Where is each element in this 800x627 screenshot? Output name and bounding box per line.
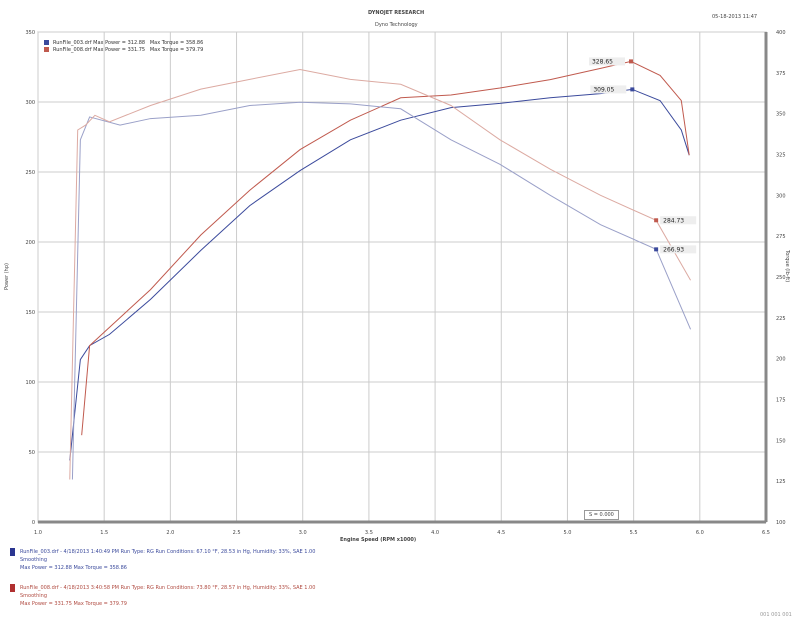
chart-legend: RunFile_003.drf Max Power = 312.88 Max T…	[44, 40, 203, 53]
x-tick-label: 3.5	[365, 530, 373, 536]
corner-date: 05-18-2013 11:47	[712, 14, 758, 20]
torque-series-line	[71, 101, 692, 480]
power-series-line	[69, 88, 690, 461]
x-axis-label: Engine Speed (RPM x1000)	[340, 537, 417, 543]
x-tick-label: 1.0	[34, 530, 42, 536]
annotation-marker	[654, 247, 659, 252]
legend-swatch	[44, 40, 49, 45]
run-info: RunFile_003.drf - 4/18/2013 1:40:49 PM R…	[20, 549, 316, 555]
legend-torque: Max Torque = 379.79	[149, 47, 204, 53]
y-right-tick-label: 175	[776, 398, 786, 404]
annotation-marker	[630, 87, 635, 92]
x-tick-label: 1.5	[100, 530, 108, 536]
plot-area	[37, 31, 767, 523]
annotation-box	[660, 216, 697, 225]
x-tick-label: 4.0	[431, 530, 439, 536]
y-left-tick-label: 200	[25, 240, 35, 246]
legend-text: RunFile_003.drf Max Power = 312.88	[53, 40, 146, 46]
y-right-tick-label: 325	[776, 153, 786, 159]
y-right-tick-label: 100	[776, 520, 786, 526]
annotation-marker	[628, 59, 633, 64]
x-tick-label: 2.5	[233, 530, 241, 536]
y-left-tick-label: 150	[25, 310, 35, 316]
y-axis-right-label: Torque (lb-ft)	[784, 250, 790, 283]
y-right-tick-label: 225	[776, 316, 786, 322]
annotation-label: 266.93	[663, 246, 684, 253]
legend-torque: Max Torque = 358.86	[149, 40, 204, 46]
run-max: Max Power = 312.88 Max Torque = 358.86	[20, 565, 127, 571]
y-right-tick-label: 250	[776, 275, 786, 281]
run-max: Max Power = 331.75 Max Torque = 379.79	[20, 601, 127, 607]
y-left-tick-label: 350	[25, 30, 35, 36]
annotation-label: 309.05	[593, 86, 614, 93]
x-tick-label: 4.5	[497, 530, 505, 536]
run-smoothing: Smoothing	[20, 557, 48, 563]
y-right-tick-label: 125	[776, 479, 786, 485]
chart-subtitle: Dyno Technology	[375, 22, 418, 28]
power-series-line	[81, 60, 690, 436]
y-left-tick-label: 250	[25, 170, 35, 176]
annotation-label: 328.65	[592, 58, 613, 65]
run-swatch	[10, 584, 15, 592]
y-left-tick-label: 100	[25, 380, 35, 386]
y-right-tick-label: 275	[776, 234, 786, 240]
y-axis-left-label: Power (hp)	[4, 263, 10, 290]
y-left-tick-label: 0	[32, 520, 35, 526]
x-tick-label: 6.5	[762, 530, 770, 536]
torque-series-line	[69, 69, 691, 480]
page-number: 001 001 001	[760, 612, 792, 618]
y-right-tick-label: 375	[776, 71, 786, 77]
footer-run-1: RunFile_003.drf - 4/18/2013 1:40:49 PM R…	[10, 548, 315, 572]
run-info: RunFile_008.drf - 4/18/2013 3:40:58 PM R…	[20, 585, 316, 591]
x-tick-label: 3.0	[299, 530, 307, 536]
x-tick-label: 5.0	[563, 530, 571, 536]
y-left-tick-label: 300	[25, 100, 35, 106]
y-right-tick-label: 300	[776, 193, 786, 199]
y-right-tick-label: 200	[776, 357, 786, 363]
legend-swatch	[44, 47, 49, 52]
y-right-tick-label: 150	[776, 438, 786, 444]
legend-item: RunFile_008.drf Max Power = 331.75 Max T…	[44, 47, 203, 53]
x-tick-label: 5.5	[630, 530, 638, 536]
annotation-box	[588, 57, 625, 66]
annotation-box	[660, 245, 697, 254]
chart-title: DYNOJET RESEARCH	[368, 10, 425, 16]
annotation-marker	[654, 218, 659, 223]
legend-text: RunFile_008.drf Max Power = 331.75	[53, 47, 146, 53]
smoothing-box: S = 0.000	[584, 510, 619, 520]
x-tick-label: 2.0	[166, 530, 174, 536]
x-tick-label: 6.0	[696, 530, 704, 536]
y-left-tick-label: 50	[29, 450, 35, 456]
footer-run-2: RunFile_008.drf - 4/18/2013 3:40:58 PM R…	[10, 584, 315, 608]
legend-item: RunFile_003.drf Max Power = 312.88 Max T…	[44, 40, 203, 46]
annotation-box	[590, 85, 627, 94]
run-swatch	[10, 548, 15, 556]
y-right-tick-label: 400	[776, 30, 786, 36]
annotation-label: 284.73	[663, 217, 684, 224]
y-right-tick-label: 350	[776, 112, 786, 118]
run-smoothing: Smoothing	[20, 593, 48, 599]
